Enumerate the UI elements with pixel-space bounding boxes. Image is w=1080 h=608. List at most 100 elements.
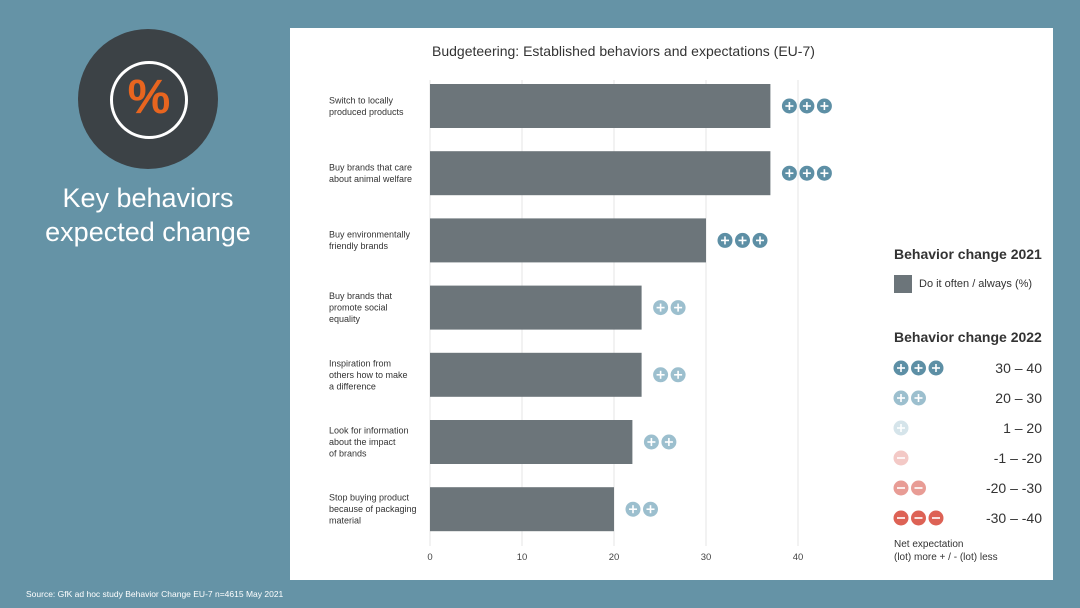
section-title-line2: expected change: [45, 217, 251, 247]
legend-swatch-2021: [894, 275, 912, 293]
category-label: others how to make: [329, 370, 408, 380]
plus-dots-icon: [893, 360, 944, 376]
chart-panel: Budgeteering: Established behaviors and …: [290, 28, 1053, 580]
legend-heading-2022: Behavior change 2022: [894, 329, 1042, 345]
category-label: about the impact: [329, 437, 396, 447]
change-plus-icon: [752, 232, 768, 248]
category-label: equality: [329, 314, 361, 324]
change-plus-icon: [735, 232, 750, 248]
change-plus-icon: [781, 165, 797, 181]
plus-bar-v: [724, 236, 726, 245]
plus-dots-icon: [893, 390, 926, 406]
chart-title: Budgeteering: Established behaviors and …: [432, 43, 815, 59]
change-plus-icon: [781, 98, 797, 114]
category-label: Buy environmentally: [329, 230, 411, 240]
legend-range-label: -1 – -20: [993, 450, 1042, 466]
bar: [430, 151, 771, 196]
change-plus-icon: [717, 232, 733, 248]
minus-dots-icon: [893, 510, 944, 526]
net-note-line1: Net expectation: [894, 539, 964, 550]
change-plus-icon: [816, 98, 832, 114]
category-label: of brands: [329, 449, 367, 459]
bar: [430, 84, 771, 128]
sign-bar-h: [897, 517, 905, 519]
badge-ring: [110, 61, 188, 139]
sign-bar-v: [900, 364, 902, 372]
plus-bar-v: [659, 303, 662, 312]
minus-dots-icon: [893, 480, 926, 496]
category-label: Buy brands that care: [329, 162, 412, 172]
category-label: friendly brands: [329, 241, 389, 251]
change-plus-icon: [643, 501, 658, 517]
sign-bar-h: [914, 517, 923, 519]
sign-bar-v: [917, 394, 920, 402]
plus-bar-v: [741, 236, 744, 245]
sign-bar-h: [932, 517, 940, 519]
x-tick-label: 30: [701, 552, 712, 563]
plus-bar-v: [650, 438, 653, 446]
net-note-line2: (lot) more + / - (lot) less: [894, 551, 998, 563]
bar: [430, 285, 642, 330]
bar: [430, 420, 633, 464]
change-plus-icon: [653, 367, 669, 383]
change-plus-icon: [661, 434, 677, 450]
change-plus-icon: [643, 434, 659, 450]
change-plus-icon: [625, 501, 641, 517]
plus-bar-v: [823, 102, 826, 110]
legend-range-label: 30 – 40: [995, 360, 1042, 376]
change-plus-icon: [653, 300, 669, 316]
sign-bar-h: [897, 457, 905, 459]
category-label: Buy brands that: [329, 291, 393, 301]
bar-chart: 0 10 20 30 40 Switch to locally produced produ…: [329, 80, 832, 563]
change-plus-icon: [670, 367, 686, 383]
x-tick-label: 20: [609, 552, 620, 563]
category-label: Stop buying product: [329, 493, 410, 503]
sign-bar-h: [914, 487, 923, 489]
plus-bar-v: [659, 370, 662, 379]
section-title-line1: Key behaviors: [62, 183, 234, 213]
plus-bar-v: [677, 370, 679, 379]
legend-range-row: 20 – 30: [892, 388, 1042, 408]
category-label: about animal welfare: [329, 174, 412, 184]
legend-range-row: -30 – -40: [892, 508, 1042, 528]
sign-bar-v: [900, 424, 902, 432]
x-tick-label: 10: [517, 552, 528, 563]
change-plus-icon: [670, 300, 686, 316]
change-plus-icon: [799, 165, 815, 181]
bar: [430, 487, 614, 532]
bar: [430, 218, 706, 263]
sign-bar-h: [897, 487, 905, 489]
net-expectation-note: Net expectation (lot) more + / - (lot) l…: [894, 539, 998, 564]
category-label: Switch to locally: [329, 95, 394, 105]
x-tick-label: 0: [427, 552, 432, 563]
plus-bar-v: [668, 438, 670, 446]
source-note: Source: GfK ad hoc study Behavior Change…: [26, 589, 284, 599]
plus-bar-v: [788, 169, 791, 178]
plus-dots-icon: [893, 420, 909, 436]
sign-bar-v: [900, 394, 902, 402]
plus-bar-v: [677, 303, 679, 312]
change-plus-icon: [816, 165, 832, 181]
legend-range-label: 1 – 20: [1003, 420, 1042, 436]
legend-range-label: -20 – -30: [985, 480, 1042, 496]
plus-bar-v: [632, 505, 634, 514]
category-label: because of packaging: [329, 504, 417, 514]
sign-bar-v: [917, 364, 920, 372]
plus-bar-v: [823, 169, 826, 178]
category-label: Inspiration from: [329, 358, 391, 368]
minus-dots-icon: [893, 450, 909, 466]
change-plus-icon: [799, 98, 815, 114]
legend-range-label: 20 – 30: [995, 390, 1042, 406]
plus-bar-v: [788, 102, 791, 110]
percent-badge: %: [78, 29, 218, 169]
x-tick-label: 40: [793, 552, 804, 563]
category-label: produced products: [329, 107, 404, 117]
legend-range-row: 1 – 20: [892, 418, 1042, 438]
percent-icon: %: [127, 71, 171, 124]
category-label: Look for information: [329, 426, 409, 436]
legend-range-row: -20 – -30: [892, 478, 1042, 498]
category-label: material: [329, 516, 361, 526]
section-title: Key behaviors expected change: [20, 181, 276, 249]
plus-bar-v: [759, 236, 761, 245]
category-label: promote social: [329, 303, 388, 313]
